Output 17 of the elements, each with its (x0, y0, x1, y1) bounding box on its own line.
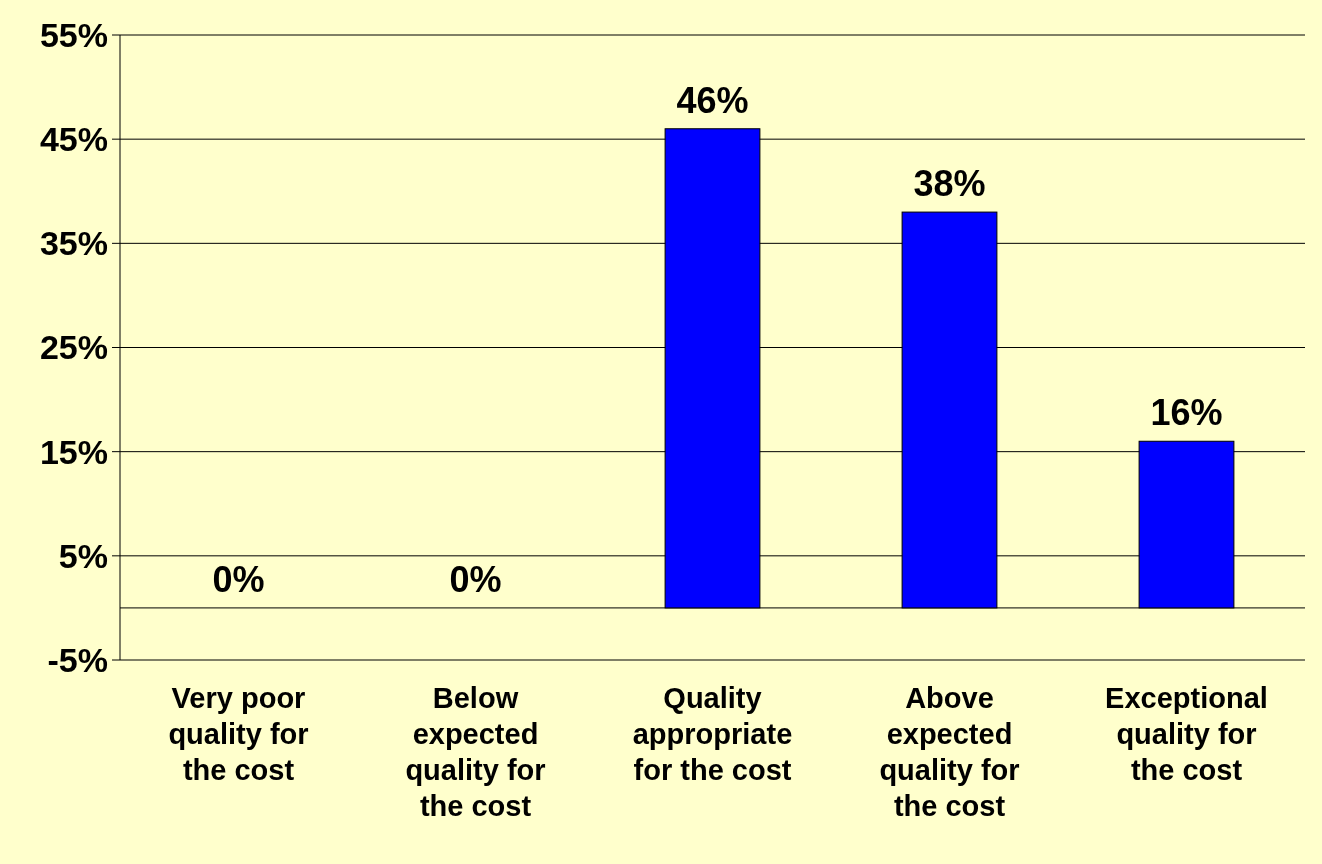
y-tick-label: 45% (39, 120, 108, 159)
y-tick-label: 5% (58, 536, 108, 575)
x-tick-label: Below expected quality for the cost (405, 682, 546, 822)
data-label: 0% (212, 558, 265, 600)
data-label: 46% (676, 79, 749, 121)
x-tick-label: Quality appropriate for the cost (632, 682, 793, 786)
x-tick-label: Very poor quality for the cost (168, 682, 309, 786)
y-tick-label: 35% (39, 224, 108, 263)
data-label: 0% (449, 558, 502, 600)
x-tick-label: Exceptional quality for the cost (1105, 682, 1268, 786)
y-tick-label: 55% (39, 15, 108, 54)
data-label: 38% (913, 163, 986, 205)
y-tick-label: 25% (39, 328, 108, 367)
y-tick-label: -5% (47, 640, 108, 679)
x-tick-label: Above expected quality for the cost (879, 682, 1020, 822)
data-label: 16% (1150, 392, 1223, 434)
y-tick-label: 15% (39, 432, 108, 471)
